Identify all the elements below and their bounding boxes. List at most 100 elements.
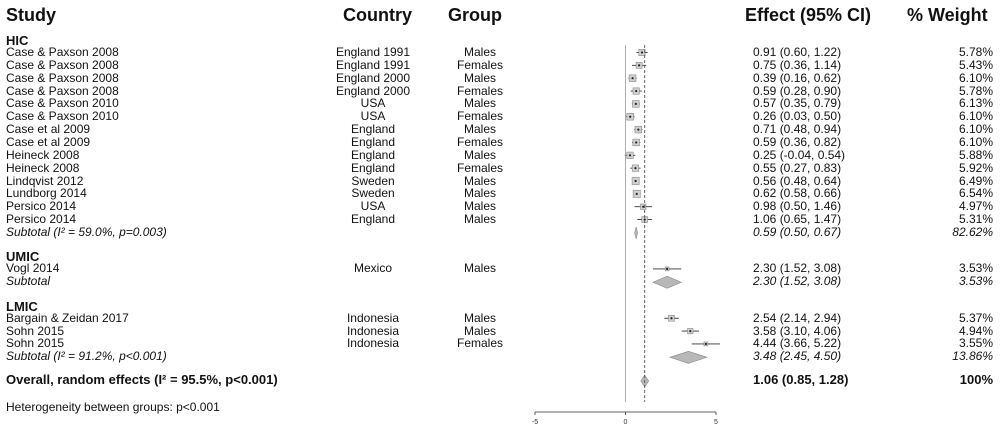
study-name: Heineck 2008 bbox=[6, 160, 80, 175]
study-group: Females bbox=[456, 336, 503, 351]
study-effect: 0.26 (0.03, 0.50) bbox=[753, 109, 842, 124]
study-weight: 3.53% bbox=[958, 261, 993, 276]
effect-dot bbox=[640, 51, 644, 54]
study-effect: 4.44 (3.66, 5.22) bbox=[753, 336, 842, 351]
effect-dot bbox=[635, 192, 638, 195]
study-weight: 6.10% bbox=[958, 134, 993, 149]
subtotal-effect: 2.30 (1.52, 3.08) bbox=[753, 274, 842, 289]
study-country: Indonesia bbox=[346, 323, 400, 338]
overall-effect: 1.06 (0.85, 1.28) bbox=[753, 372, 849, 387]
effect-dot bbox=[628, 154, 632, 157]
study-weight: 6.54% bbox=[958, 186, 993, 201]
subtotal-effect: 0.59 (0.50, 0.67) bbox=[753, 224, 842, 239]
study-name: Sohn 2015 bbox=[6, 336, 65, 351]
effect-dot bbox=[637, 64, 641, 67]
effect-dot bbox=[635, 141, 638, 144]
subtotal-label: Subtotal (I² = 91.2%, p<0.001) bbox=[6, 349, 167, 364]
study-weight: 5.37% bbox=[958, 310, 993, 325]
effect-dot bbox=[634, 167, 637, 170]
x-tick-label: 0 bbox=[624, 419, 628, 426]
study-weight: 6.49% bbox=[958, 173, 993, 188]
study-name: Bargain & Zeidan 2017 bbox=[6, 310, 129, 325]
study-country: Indonesia bbox=[346, 336, 400, 351]
study-name: Persico 2014 bbox=[6, 212, 77, 227]
study-weight: 5.92% bbox=[958, 160, 993, 175]
header-weight: % Weight bbox=[907, 5, 988, 25]
study-name: Heineck 2008 bbox=[6, 147, 80, 162]
effect-dot bbox=[634, 102, 637, 105]
header-effect: Effect (95% CI) bbox=[745, 5, 872, 25]
study-group: Males bbox=[463, 70, 496, 85]
study-group: Females bbox=[456, 134, 503, 149]
study-effect: 0.39 (0.16, 0.62) bbox=[753, 70, 842, 85]
study-country: USA bbox=[360, 199, 386, 214]
study-country: Indonesia bbox=[346, 310, 400, 325]
study-weight: 6.10% bbox=[958, 109, 993, 124]
study-group: Males bbox=[463, 186, 496, 201]
study-weight: 4.94% bbox=[958, 323, 993, 338]
study-group: Males bbox=[463, 323, 496, 338]
study-effect: 0.71 (0.48, 0.94) bbox=[753, 122, 842, 137]
study-name: Case & Paxson 2008 bbox=[6, 70, 119, 85]
study-effect: 2.30 (1.52, 3.08) bbox=[753, 261, 842, 276]
study-group: Males bbox=[463, 310, 496, 325]
study-effect: 0.91 (0.60, 1.22) bbox=[753, 45, 842, 59]
subtotal-label: Subtotal bbox=[6, 274, 51, 289]
effect-dot bbox=[629, 115, 632, 118]
study-name: Case et al 2009 bbox=[6, 134, 91, 149]
study-country: England bbox=[350, 147, 396, 162]
study-country: England bbox=[350, 122, 396, 137]
effect-dot bbox=[631, 77, 634, 80]
overall-weight: 100% bbox=[959, 372, 993, 387]
study-weight: 5.31% bbox=[958, 212, 993, 227]
study-effect: 0.57 (0.35, 0.79) bbox=[753, 96, 842, 111]
study-country: England bbox=[350, 160, 396, 175]
study-effect: 0.59 (0.28, 0.90) bbox=[753, 83, 842, 98]
study-name: Case & Paxson 2010 bbox=[6, 109, 119, 124]
effect-dot bbox=[704, 342, 707, 346]
study-effect: 1.06 (0.65, 1.47) bbox=[753, 212, 842, 227]
study-effect: 0.56 (0.48, 0.64) bbox=[753, 173, 842, 188]
study-effect: 3.58 (3.10, 4.06) bbox=[753, 323, 842, 338]
study-weight: 5.43% bbox=[958, 57, 993, 72]
study-weight: 3.55% bbox=[958, 336, 993, 351]
study-weight: 6.10% bbox=[958, 122, 993, 137]
study-name: Lindqvist 2012 bbox=[6, 173, 84, 188]
subtotal-diamond bbox=[634, 226, 638, 239]
effect-dot bbox=[670, 317, 673, 320]
effect-dot bbox=[643, 218, 646, 221]
effect-dot bbox=[635, 89, 638, 93]
subtotal-diamond bbox=[652, 275, 683, 289]
effect-dot bbox=[666, 267, 669, 270]
study-group: Females bbox=[456, 160, 503, 175]
subgroup-label: UMIC bbox=[6, 249, 40, 265]
study-group: Females bbox=[456, 83, 503, 98]
heterogeneity-note: Heterogeneity between groups: p<0.001 bbox=[6, 400, 220, 414]
subtotal-label: Subtotal (I² = 59.0%, p=0.003) bbox=[6, 224, 167, 239]
effect-dot bbox=[642, 205, 645, 208]
study-name: Vogl 2014 bbox=[6, 261, 60, 276]
study-name: Case et al 2009 bbox=[6, 122, 91, 137]
study-group: Males bbox=[463, 96, 496, 111]
study-effect: 0.98 (0.50, 1.46) bbox=[753, 199, 842, 214]
study-group: Males bbox=[463, 122, 496, 137]
study-group: Males bbox=[463, 199, 496, 214]
header-study: Study bbox=[6, 5, 57, 25]
study-country: Mexico bbox=[353, 261, 392, 276]
study-country: England 1991 bbox=[335, 45, 411, 59]
study-country: Sweden bbox=[351, 173, 395, 188]
study-group: Males bbox=[463, 173, 496, 188]
study-weight: 6.13% bbox=[958, 96, 993, 111]
study-country: England 1991 bbox=[335, 57, 411, 72]
study-name: Case & Paxson 2010 bbox=[6, 96, 119, 111]
subtotal-weight: 13.86% bbox=[952, 349, 993, 364]
effect-dot bbox=[634, 179, 637, 183]
study-group: Females bbox=[456, 57, 503, 72]
study-name: Case & Paxson 2008 bbox=[6, 45, 119, 59]
study-name: Sohn 2015 bbox=[6, 323, 65, 338]
study-country: USA bbox=[360, 96, 386, 111]
study-effect: 0.59 (0.36, 0.82) bbox=[753, 134, 842, 149]
study-effect: 0.55 (0.27, 0.83) bbox=[753, 160, 842, 175]
header-group: Group bbox=[448, 5, 502, 25]
study-weight: 5.78% bbox=[958, 45, 993, 59]
